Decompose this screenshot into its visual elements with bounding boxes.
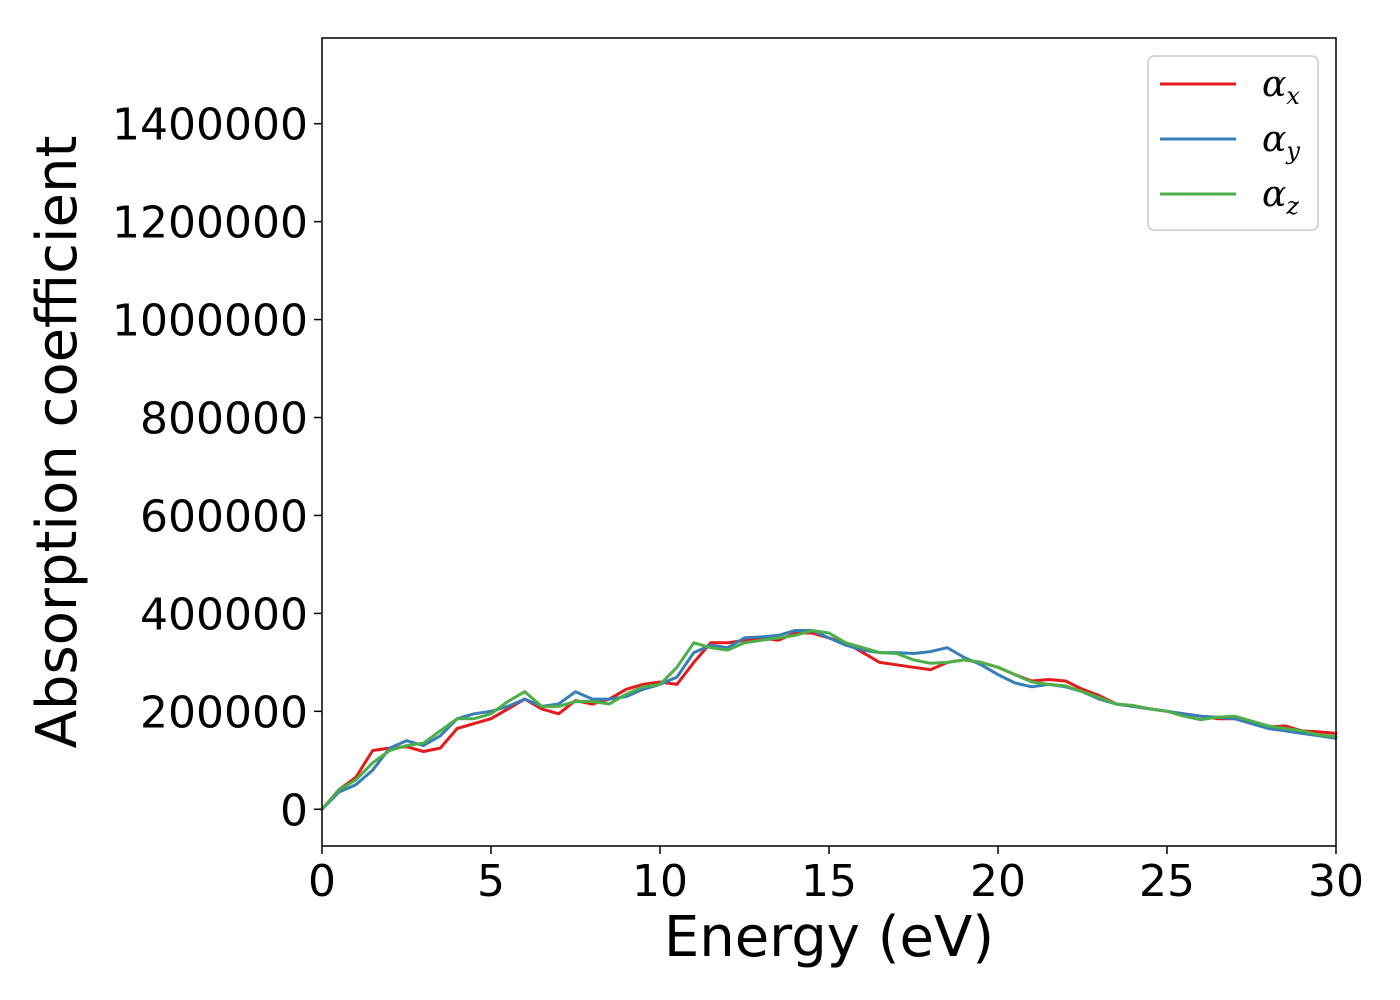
legend-label-y: αy: [1262, 119, 1300, 165]
x-tick-label: 0: [308, 856, 336, 907]
y-tick-label: 1400000: [112, 100, 308, 151]
x-tick-label: 15: [801, 856, 857, 907]
x-tick-label: 25: [1139, 856, 1195, 907]
y-axis: 0 200000 400000 600000 800000 1000000 1200000 1…: [112, 100, 322, 836]
x-axis: 0 5 10 15 20 25 30: [308, 846, 1364, 907]
series-line-z: [320, 629, 1338, 811]
y-axis-title: Absorption coefficient: [25, 136, 90, 749]
x-axis-title: Energy (eV): [664, 905, 994, 970]
x-tick-label: 10: [632, 856, 688, 907]
y-tick-label: 400000: [140, 589, 308, 640]
x-tick-label: 20: [970, 856, 1026, 907]
y-tick-label: 800000: [140, 394, 308, 445]
series-layer: [320, 629, 1338, 811]
x-tick-label: 30: [1308, 856, 1364, 907]
legend-box: [1147, 55, 1319, 231]
y-tick-label: 1200000: [112, 198, 308, 249]
x-tick-label: 5: [477, 856, 505, 907]
y-tick-label: 600000: [140, 491, 308, 542]
y-tick-label: 0: [280, 785, 308, 836]
legend-label-z: αz: [1262, 174, 1299, 220]
y-tick-label: 1000000: [112, 296, 308, 347]
legend-label-x: αx: [1262, 64, 1300, 110]
y-tick-label: 200000: [140, 687, 308, 738]
legend: αx αy αz: [1147, 55, 1319, 231]
